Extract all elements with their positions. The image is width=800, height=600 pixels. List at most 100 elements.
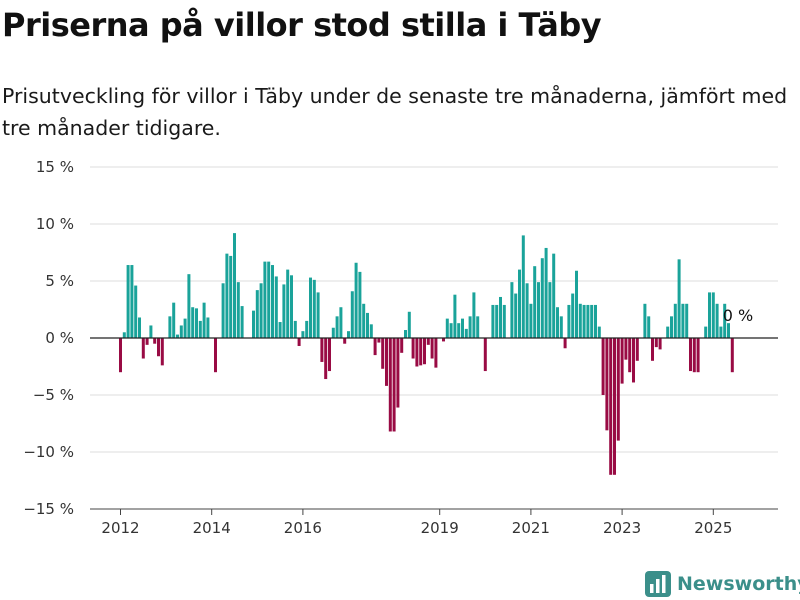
y-tick-label: 5 % [45,272,74,290]
y-tick-label: −5 % [33,386,74,404]
bar [525,283,529,338]
bar [415,338,419,367]
bar [643,303,647,338]
bar [419,338,423,366]
bar [510,282,514,338]
bar [396,338,400,408]
bar [594,304,597,338]
bar [666,326,670,338]
bar [221,283,225,338]
bar [575,270,578,338]
bar [567,304,571,338]
bar [548,282,552,338]
bar [385,338,388,386]
bar [533,266,537,338]
bar [411,338,415,359]
bar [392,338,396,432]
bar [358,271,362,338]
x-axis: 2012 2014 2016 2019 2021 2023 2025 [90,508,778,537]
bar [305,320,309,338]
bar [628,338,632,373]
x-tick-label: 2019 [421,519,459,537]
y-tick-label: −15 % [23,500,74,518]
bar [708,292,711,338]
newsworthy-logo-icon [645,571,671,597]
bar [335,316,339,338]
bar [198,320,202,338]
bar [259,283,263,338]
bar [670,316,673,338]
bar [145,338,149,345]
x-tick-label: 2025 [694,519,732,537]
bar [404,330,407,338]
bar [468,316,472,338]
bar [578,303,582,338]
bar [476,316,480,338]
bar [556,307,559,338]
y-tick-label: 0 % [45,329,74,347]
bar [590,304,594,338]
bar [206,317,210,338]
page-title: Priserna på villor stod stilla i Täby [2,6,602,44]
bar [168,316,172,338]
bar [240,306,244,338]
bar [236,282,240,338]
bar [529,303,533,338]
bar [635,338,639,361]
bar [681,303,685,338]
bar [540,258,544,338]
bar [723,303,727,338]
bar [301,331,305,338]
bar [571,293,575,338]
x-tick-label: 2014 [193,519,231,537]
bar [613,338,616,475]
bar [293,320,297,338]
bars [119,233,734,475]
bar [122,332,126,338]
bar [309,277,312,338]
bar [130,265,134,338]
bar [696,338,700,373]
page-subtitle: Prisutveckling för villor i Täby under d… [2,84,788,140]
bar [483,338,487,372]
brand-logo: Newsworthy [645,569,800,599]
bar [457,323,461,338]
bar [179,325,183,338]
bar [453,294,457,338]
bar [559,316,563,338]
bar [138,317,141,338]
bar [449,323,453,338]
bar [677,259,681,338]
bar [252,310,255,338]
bar [225,253,229,338]
bar [719,326,723,338]
bar [126,265,130,338]
bar [586,304,590,338]
bar [195,308,198,338]
bar [297,338,301,346]
bar [282,284,286,338]
bar [651,338,654,361]
bar [290,275,293,338]
bar [616,338,620,441]
bar [434,338,438,368]
bar [339,307,343,338]
y-tick-label: −10 % [23,443,74,461]
bar [328,338,331,372]
bar [149,325,153,338]
bar [347,331,350,338]
bar [343,338,347,344]
y-axis-labels: 15 % 10 % 5 % 0 % −5 % −10 % −15 % [23,158,74,518]
bar [354,262,358,338]
bar [183,318,187,338]
bar [119,338,122,373]
bar [160,338,164,366]
bar [286,269,290,338]
annotation-group: 0 % [723,306,753,325]
bar [685,303,689,338]
bar [134,285,138,338]
bar [191,307,195,338]
y-tick-label: 10 % [36,215,74,233]
bar [582,304,586,338]
